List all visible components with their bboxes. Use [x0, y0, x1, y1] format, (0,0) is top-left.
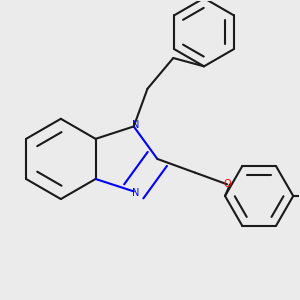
Text: N: N [131, 188, 139, 198]
Text: N: N [131, 120, 139, 130]
Text: O: O [223, 179, 231, 189]
